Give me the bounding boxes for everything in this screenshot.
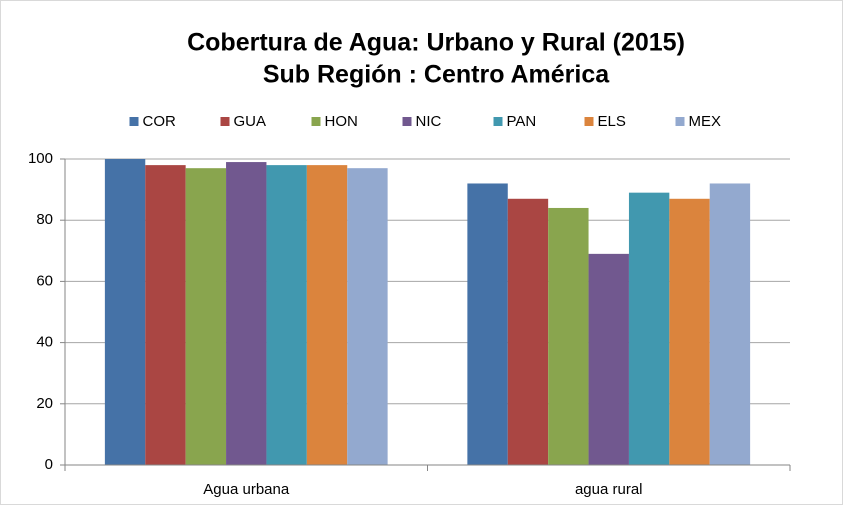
legend-label: PAN bbox=[507, 113, 537, 130]
bar bbox=[709, 183, 751, 466]
legend-swatch bbox=[311, 117, 321, 126]
bar bbox=[266, 165, 307, 465]
y-tick-label: 60 bbox=[36, 272, 53, 289]
legend-swatch bbox=[220, 117, 230, 126]
legend-label: HON bbox=[325, 113, 358, 130]
y-tick-label: 40 bbox=[36, 334, 53, 351]
y-tick-label: 20 bbox=[36, 395, 53, 412]
legend-label: ELS bbox=[598, 113, 626, 130]
bar bbox=[669, 198, 710, 465]
legend-label: GUA bbox=[234, 113, 267, 130]
legend-label: MEX bbox=[689, 113, 722, 130]
y-tick-label: 100 bbox=[28, 150, 53, 167]
bar bbox=[548, 207, 589, 465]
bar bbox=[507, 198, 549, 465]
bar bbox=[306, 165, 348, 465]
legend-swatch bbox=[584, 117, 594, 126]
bar bbox=[467, 183, 508, 466]
bar bbox=[226, 162, 267, 465]
legend-swatch bbox=[129, 117, 139, 126]
legend-swatch bbox=[402, 117, 412, 126]
chart-subtitle: Sub Región : Centro América bbox=[263, 61, 610, 89]
y-tick-label: 0 bbox=[45, 456, 53, 473]
bar bbox=[628, 192, 670, 465]
legend-label: NIC bbox=[416, 113, 442, 130]
bar bbox=[347, 168, 388, 465]
legend-label: COR bbox=[143, 113, 177, 130]
legend-swatch bbox=[493, 117, 503, 126]
x-tick-label: Agua urbana bbox=[203, 481, 290, 498]
bar bbox=[185, 168, 227, 465]
bar bbox=[104, 159, 146, 465]
x-tick-label: agua rural bbox=[575, 481, 643, 498]
legend-swatch bbox=[675, 117, 685, 126]
bar bbox=[588, 253, 629, 465]
bar bbox=[145, 165, 186, 465]
chart-title: Cobertura de Agua: Urbano y Rural (2015) bbox=[187, 29, 685, 57]
y-tick-label: 80 bbox=[36, 211, 53, 228]
